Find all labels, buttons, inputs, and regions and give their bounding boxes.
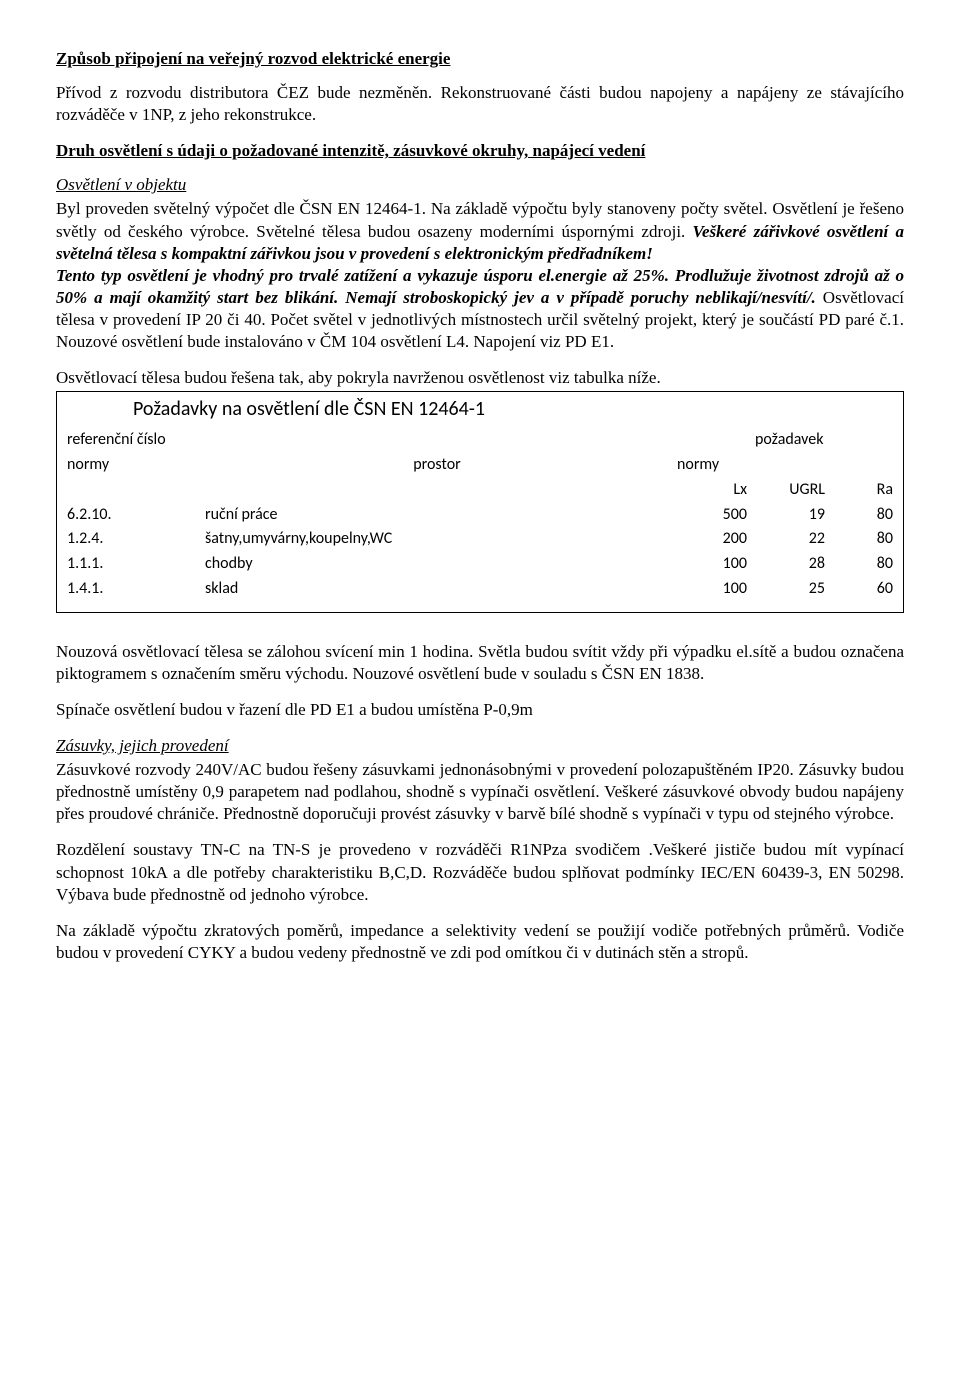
table-header-prostor: prostor <box>201 453 673 478</box>
paragraph-lighting: Byl proveden světelný výpočet dle ČSN EN… <box>56 198 904 353</box>
table-row: 1.1.1. chodby 100 28 80 <box>63 552 897 577</box>
heading-connection: Způsob připojení na veřejný rozvod elekt… <box>56 49 450 68</box>
paragraph-table-intro: Osvětlovací tělesa budou řešena tak, aby… <box>56 367 904 389</box>
table-header-poz2: normy <box>673 453 751 478</box>
paragraph-emergency-lighting: Nouzová osvětlovací tělesa se zálohou sv… <box>56 641 904 685</box>
table-row: 1.4.1. sklad 100 25 60 <box>63 577 897 602</box>
paragraph-conductors: Na základě výpočtu zkratových poměrů, im… <box>56 920 904 964</box>
table-header-lx: Lx <box>673 478 751 503</box>
paragraph-switches: Spínače osvětlení budou v řazení dle PD … <box>56 699 904 721</box>
paragraph-connection: Přívod z rozvodu distributora ČEZ bude n… <box>56 82 904 126</box>
table-header-ra: Ra <box>829 478 897 503</box>
table-header-ref2: normy <box>63 453 201 478</box>
table-row: 1.2.4. šatny,umyvárny,koupelny,WC 200 22… <box>63 527 897 552</box>
table-header-poz: požadavek <box>751 428 829 453</box>
paragraph-sockets: Zásuvkové rozvody 240V/AC budou řešeny z… <box>56 759 904 825</box>
table-header-ref: referenční číslo <box>63 428 201 453</box>
paragraph-tn-system: Rozdělení soustavy TN-C na TN-S je prove… <box>56 839 904 905</box>
lighting-requirements-table: Požadavky na osvětlení dle ČSN EN 12464-… <box>56 391 904 613</box>
table-row: 6.2.10. ruční práce 500 19 80 <box>63 503 897 528</box>
subheading-lighting-object: Osvětlení v objektu <box>56 175 186 194</box>
table-title: Požadavky na osvětlení dle ČSN EN 12464-… <box>63 396 897 422</box>
heading-lighting: Druh osvětlení s údaji o požadované inte… <box>56 141 645 160</box>
subheading-sockets: Zásuvky, jejich provedení <box>56 736 229 755</box>
table-header-ugrl: UGRL <box>751 478 829 503</box>
